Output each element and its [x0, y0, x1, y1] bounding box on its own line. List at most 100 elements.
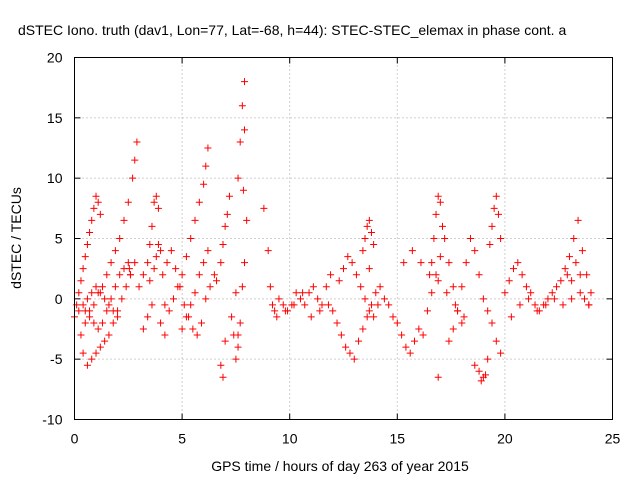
- data-point: [135, 283, 143, 291]
- data-point: [527, 289, 535, 297]
- x-tick-label: 15: [390, 431, 406, 447]
- data-point: [352, 271, 360, 279]
- data-point: [484, 307, 492, 315]
- data-point: [83, 295, 91, 303]
- data-point: [114, 313, 122, 321]
- data-point: [432, 210, 440, 218]
- data-point: [363, 222, 371, 230]
- data-point: [191, 289, 199, 297]
- data-point: [479, 295, 487, 303]
- data-point: [103, 307, 111, 315]
- data-point: [434, 277, 442, 285]
- data-point: [361, 235, 369, 242]
- data-point: [139, 325, 147, 333]
- x-tick-label: 20: [497, 431, 513, 447]
- data-point: [92, 349, 100, 357]
- tick-labels: 0 5 10 15 20 25 -10 -5 0 5 10 15 20: [42, 50, 620, 447]
- data-point: [221, 337, 229, 345]
- data-point: [568, 295, 576, 303]
- data-point: [314, 295, 322, 303]
- data-point: [454, 307, 462, 315]
- data-points: [71, 78, 595, 385]
- data-point: [228, 313, 236, 321]
- data-point: [482, 371, 490, 379]
- data-point: [273, 313, 281, 321]
- data-point: [236, 319, 244, 327]
- data-point: [197, 319, 205, 327]
- y-tick-label: 20: [47, 50, 63, 66]
- data-point: [241, 78, 249, 86]
- y-tick-label: 15: [47, 110, 63, 126]
- data-point: [316, 307, 324, 315]
- data-point: [148, 301, 156, 309]
- data-point: [365, 216, 373, 224]
- data-point: [449, 283, 457, 291]
- data-point: [144, 259, 152, 267]
- data-point: [279, 301, 287, 309]
- data-point: [202, 162, 210, 170]
- data-point: [522, 283, 530, 291]
- data-point: [167, 247, 175, 255]
- data-point: [365, 265, 373, 273]
- data-point: [346, 349, 354, 357]
- data-point: [438, 222, 446, 230]
- data-point: [94, 198, 102, 206]
- data-point: [309, 283, 317, 291]
- data-point: [109, 319, 117, 327]
- data-point: [494, 210, 502, 218]
- data-point: [544, 295, 552, 303]
- data-point: [492, 192, 500, 200]
- data-point: [492, 337, 500, 345]
- data-point: [430, 235, 438, 242]
- data-point: [342, 343, 350, 351]
- data-point: [264, 247, 272, 255]
- data-point: [462, 259, 470, 267]
- data-point: [400, 259, 408, 267]
- data-point: [466, 235, 474, 242]
- data-point: [238, 283, 246, 291]
- data-point: [90, 204, 98, 212]
- data-point: [81, 307, 89, 315]
- data-point: [120, 216, 128, 224]
- data-point: [553, 283, 561, 291]
- data-point: [241, 126, 249, 134]
- data-point: [260, 204, 268, 212]
- data-point: [583, 271, 591, 279]
- data-point: [516, 301, 524, 309]
- data-point: [234, 343, 242, 351]
- data-point: [195, 198, 203, 206]
- data-point: [238, 102, 246, 110]
- y-tick-label: 10: [47, 170, 63, 186]
- data-point: [96, 210, 104, 218]
- data-point: [322, 283, 330, 291]
- data-point: [324, 301, 332, 309]
- data-point: [359, 247, 367, 255]
- data-point: [307, 313, 315, 321]
- y-tick-label: 0: [55, 291, 63, 307]
- data-point: [365, 307, 373, 315]
- data-point: [514, 259, 522, 267]
- data-point: [96, 289, 104, 297]
- data-point: [370, 241, 378, 249]
- data-point: [98, 319, 106, 327]
- data-point: [419, 331, 427, 339]
- data-point: [574, 216, 582, 224]
- data-point: [122, 283, 130, 291]
- data-point: [150, 265, 158, 273]
- data-point: [83, 361, 91, 369]
- data-point: [124, 259, 132, 267]
- data-point: [570, 235, 578, 242]
- data-point: [154, 204, 162, 212]
- data-point: [232, 355, 240, 363]
- data-point: [139, 271, 147, 279]
- data-point: [443, 289, 451, 297]
- data-point: [77, 331, 85, 339]
- data-point: [266, 283, 274, 291]
- data-point: [337, 331, 345, 339]
- data-point: [370, 313, 378, 321]
- data-point: [217, 361, 225, 369]
- y-axis-title: dSTEC / TECUs: [8, 187, 24, 289]
- data-point: [434, 192, 442, 200]
- data-point: [200, 259, 208, 267]
